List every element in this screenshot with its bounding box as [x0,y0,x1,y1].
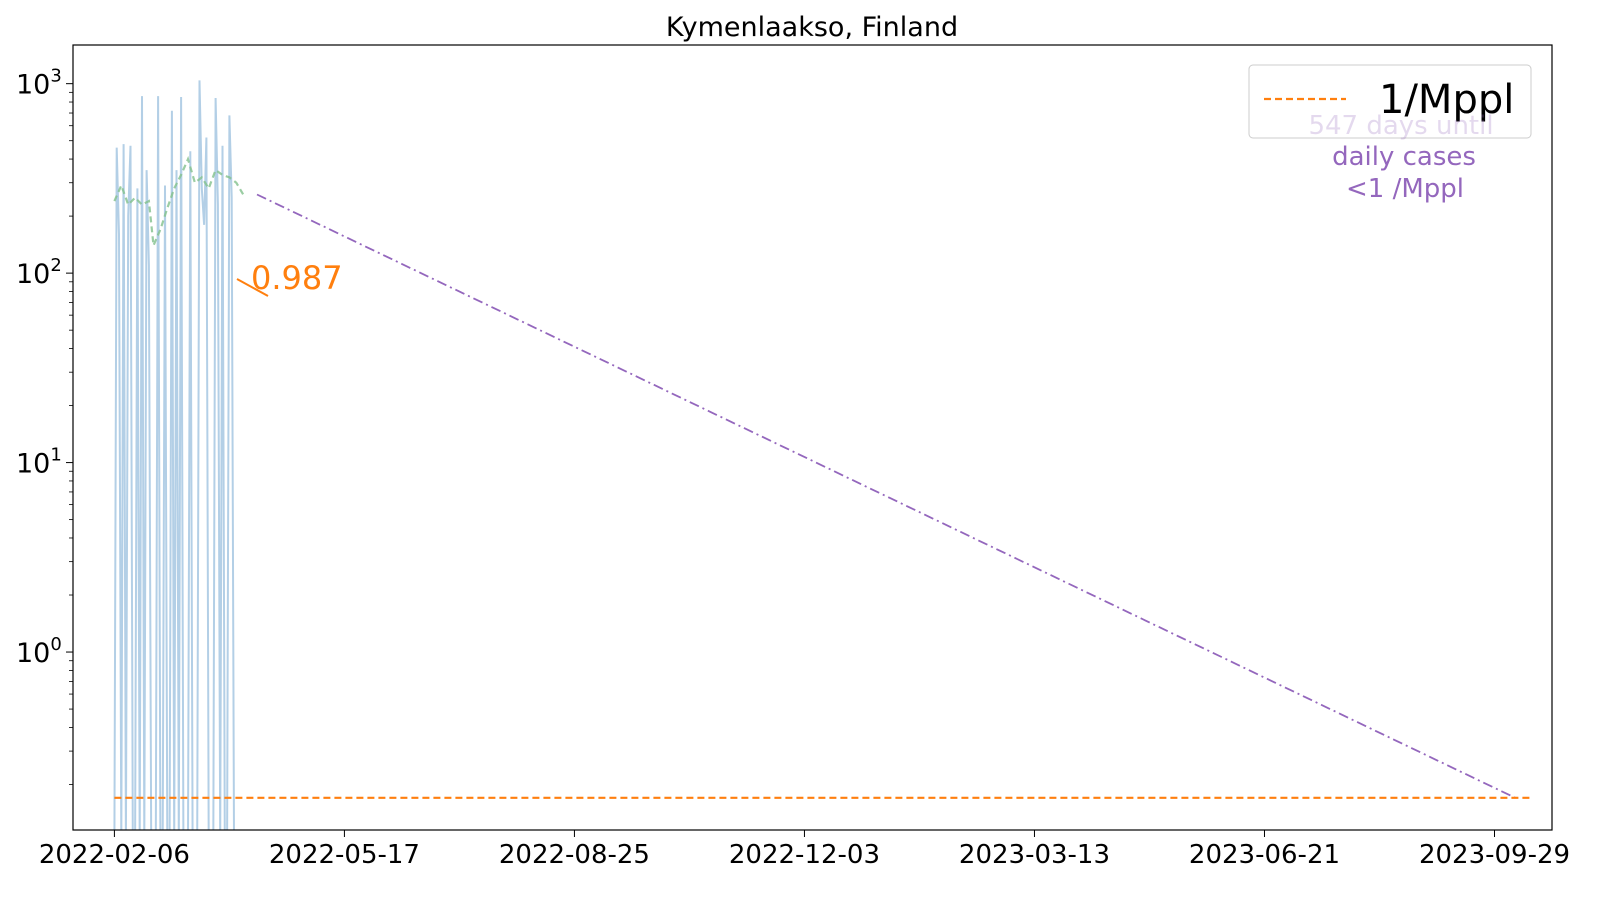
x-tick-label: 2022-08-25 [499,840,650,870]
rate-label: 0.987 [251,259,343,297]
days-annotation: 547 days until daily cases <1 /Mppl [1308,111,1493,204]
chart-title: Kymenlaakso, Finland [666,12,958,43]
legend-threshold-label: 1/Mppl [1379,77,1514,123]
legend-box [1248,64,1532,139]
legend: 1/Mppl [1248,64,1532,139]
y-tick-label: 102 [16,255,62,290]
y-tick-label: 100 [16,634,62,669]
smoothed-series-line [113,155,245,250]
plot-area [72,44,1553,831]
daily-series-line [113,80,235,830]
x-axis: 2022-02-06 2022-05-17 2022-08-25 2022-12-03… [39,830,1570,870]
y-tick-label: 101 [16,445,62,480]
x-tick-label: 2022-12-03 [729,840,880,870]
rate-slope-mark [236,278,269,297]
x-tick-label: 2023-06-21 [1189,840,1340,870]
y-tick-label: 103 [16,66,62,101]
x-tick-label: 2022-05-17 [269,840,420,870]
x-tick-label: 2022-02-06 [39,840,190,870]
days-annotation-line-2: daily cases [1332,142,1476,172]
x-tick-label: 2023-03-13 [959,840,1110,870]
annotations: 0.987 [236,259,343,297]
y-axis: 100 101 102 103 [16,66,73,785]
days-annotation-line-1: 547 days until [1308,111,1493,141]
plot-frame [72,44,1553,831]
days-annotation-line-3: <1 /Mppl [1346,174,1464,204]
x-tick-label: 2023-09-29 [1419,840,1570,870]
series-layer [113,80,1532,830]
projection-series-line [256,193,1516,799]
